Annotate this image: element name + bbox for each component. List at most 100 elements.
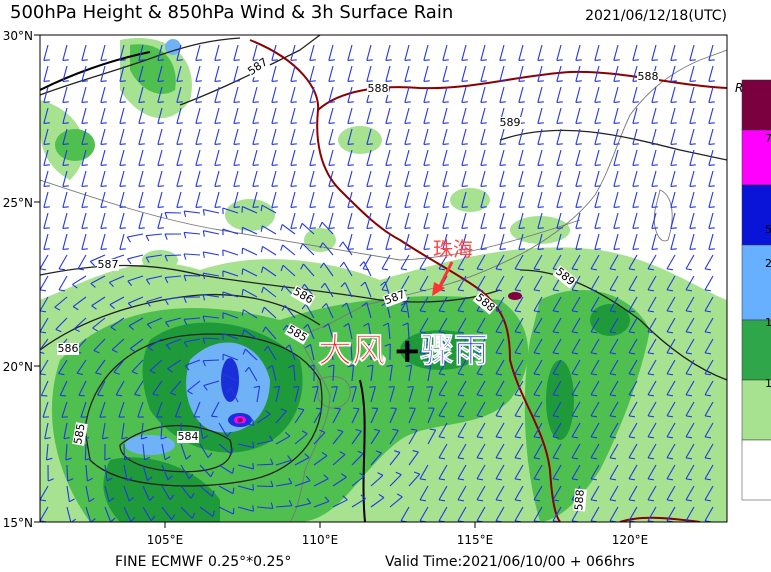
barb-staff bbox=[613, 44, 619, 61]
barb-flag bbox=[138, 143, 145, 146]
barb-flag bbox=[419, 289, 427, 292]
contour-label: 588 bbox=[638, 70, 659, 83]
barb-flag bbox=[328, 364, 335, 368]
barb-staff bbox=[370, 386, 376, 403]
barb-staff bbox=[342, 241, 353, 256]
barb-flag bbox=[226, 387, 231, 393]
barb-flag bbox=[647, 436, 655, 439]
barb-staff bbox=[552, 506, 562, 522]
barb-staff bbox=[613, 149, 619, 166]
barb-staff bbox=[438, 464, 448, 480]
barb-flag bbox=[202, 435, 209, 440]
barb-flag bbox=[495, 478, 503, 481]
barb-flag bbox=[670, 143, 677, 146]
barb-staff bbox=[457, 380, 467, 396]
barb-staff bbox=[138, 65, 144, 82]
barb-staff bbox=[138, 86, 144, 103]
barb-staff bbox=[647, 443, 657, 459]
barb-flag bbox=[121, 436, 128, 440]
barb-flag bbox=[704, 310, 712, 313]
barb-flag bbox=[176, 101, 183, 104]
barb-flag bbox=[119, 227, 126, 230]
barb-flag bbox=[183, 210, 187, 218]
barb-flag bbox=[442, 143, 449, 146]
barb-flag bbox=[81, 80, 88, 83]
barb-flag bbox=[233, 164, 240, 167]
barb-staff bbox=[552, 359, 562, 375]
barb-staff bbox=[275, 505, 292, 508]
barb-staff bbox=[499, 86, 505, 103]
barb-flag bbox=[185, 454, 192, 460]
barb-flag bbox=[689, 227, 696, 230]
barb-flag bbox=[632, 164, 639, 167]
barb-flag bbox=[613, 164, 620, 167]
barb-staff bbox=[704, 380, 714, 396]
barb-staff bbox=[95, 359, 106, 374]
barb-staff bbox=[203, 315, 220, 319]
barb-flag bbox=[609, 268, 617, 271]
barb-staff bbox=[552, 338, 562, 354]
barb-staff bbox=[330, 344, 334, 361]
barb-staff bbox=[594, 212, 600, 229]
barb-flag bbox=[533, 289, 541, 292]
barb-staff bbox=[423, 44, 429, 61]
barb-flag bbox=[81, 59, 88, 62]
barb-staff bbox=[313, 455, 328, 466]
barb-staff bbox=[632, 191, 638, 208]
barb-staff bbox=[81, 107, 87, 124]
barb-staff bbox=[113, 359, 125, 373]
barb-staff bbox=[514, 422, 524, 438]
barb-flag bbox=[297, 407, 305, 411]
barb-staff bbox=[62, 86, 68, 103]
barb-flag bbox=[423, 248, 430, 251]
barb-flag bbox=[537, 206, 544, 209]
barb-staff bbox=[157, 65, 163, 82]
barb-flag bbox=[345, 343, 352, 348]
barb-staff bbox=[81, 212, 87, 229]
barb-staff bbox=[332, 386, 338, 403]
barb-flag bbox=[647, 310, 655, 313]
barb-staff bbox=[514, 506, 524, 522]
barb-flag bbox=[321, 451, 328, 457]
barb-staff bbox=[123, 464, 128, 481]
barb-staff bbox=[81, 233, 87, 250]
barb-staff bbox=[628, 296, 638, 312]
barb-staff bbox=[533, 317, 543, 333]
barb-flag bbox=[476, 331, 484, 334]
barb-staff bbox=[647, 422, 657, 438]
contour-label: 588 bbox=[572, 489, 587, 511]
barb-staff bbox=[77, 254, 87, 270]
barb-staff bbox=[419, 275, 429, 291]
barb-staff bbox=[594, 128, 600, 145]
barb-flag bbox=[495, 436, 503, 439]
barb-staff bbox=[214, 44, 220, 61]
barb-flag bbox=[495, 289, 503, 292]
barb-flag bbox=[271, 59, 278, 62]
barb-flag bbox=[423, 185, 430, 188]
barb-flag bbox=[476, 457, 484, 460]
barb-staff bbox=[575, 212, 581, 229]
barb-flag bbox=[260, 266, 264, 273]
barb-flag bbox=[404, 164, 411, 167]
barb-staff bbox=[347, 191, 353, 208]
barb-flag bbox=[367, 364, 374, 368]
barb-staff bbox=[176, 107, 182, 124]
barb-staff bbox=[347, 212, 353, 229]
barb-flag bbox=[632, 206, 639, 209]
barb-staff bbox=[164, 254, 182, 257]
barb-flag bbox=[442, 59, 449, 62]
barb-staff bbox=[128, 296, 144, 304]
barb-flag bbox=[328, 59, 335, 62]
contour-label: 584 bbox=[178, 430, 199, 443]
barb-staff bbox=[313, 500, 330, 508]
barb-staff bbox=[480, 65, 486, 82]
barb-flag bbox=[632, 227, 639, 230]
legend-label: 2 bbox=[765, 257, 771, 270]
barb-staff bbox=[165, 296, 182, 301]
barb-flag bbox=[552, 415, 560, 418]
barb-staff bbox=[389, 408, 397, 424]
barb-staff bbox=[514, 401, 524, 417]
barb-flag bbox=[339, 241, 344, 248]
barb-flag bbox=[270, 458, 274, 465]
barb-staff bbox=[632, 170, 638, 187]
